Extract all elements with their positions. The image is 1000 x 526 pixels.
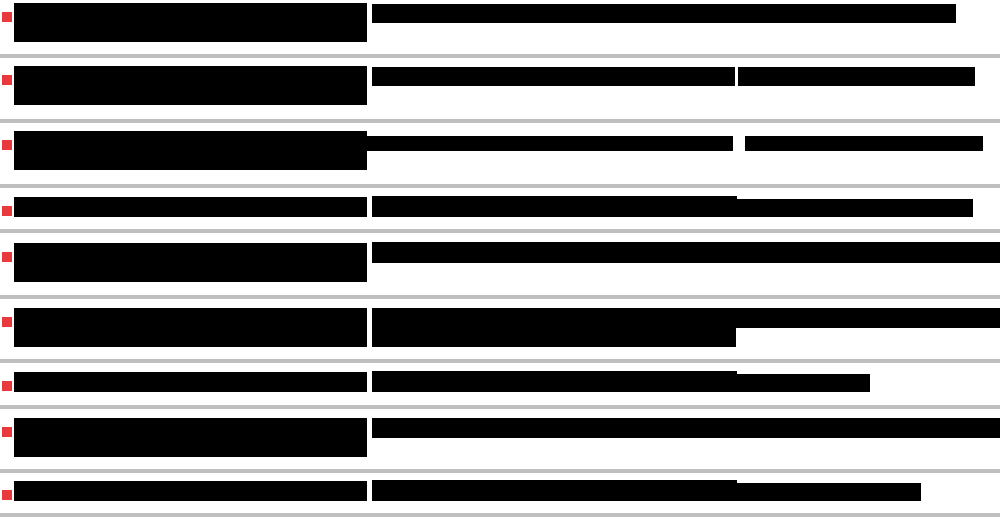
- row-separator: [0, 295, 1000, 299]
- redacted-body-block: [372, 480, 737, 501]
- list-item[interactable]: [0, 66, 1000, 106]
- red-square-bullet-icon: [2, 317, 12, 327]
- redacted-title-block: [14, 418, 367, 438]
- row-separator: [0, 119, 1000, 123]
- redacted-title-block: [14, 481, 367, 501]
- redacted-body-block: [372, 418, 1000, 438]
- row-separator: [0, 405, 1000, 409]
- redacted-body-block: [737, 374, 870, 392]
- list-item[interactable]: [0, 3, 1000, 43]
- row-separator: [0, 229, 1000, 233]
- red-square-bullet-icon: [2, 206, 12, 216]
- list-item[interactable]: [0, 418, 1000, 458]
- redacted-title-block: [14, 328, 367, 347]
- redacted-title-block: [14, 308, 367, 328]
- page-title: Redacted Results List: [0, 0, 1, 1]
- red-square-bullet-icon: [2, 381, 12, 391]
- row-separator: [0, 54, 1000, 58]
- row-separator: [0, 513, 1000, 517]
- red-square-bullet-icon: [2, 252, 12, 262]
- list-item[interactable]: [0, 308, 1000, 348]
- redacted-title-block: [14, 151, 367, 170]
- red-square-bullet-icon: [2, 140, 12, 150]
- redacted-title-block: [14, 197, 367, 217]
- redacted-title-block: [14, 86, 367, 105]
- redacted-body-block: [372, 4, 956, 23]
- redacted-body-block: [372, 196, 737, 217]
- red-square-bullet-icon: [2, 490, 12, 500]
- red-square-bullet-icon: [2, 75, 12, 85]
- redacted-title-block: [14, 3, 367, 23]
- redacted-body-block: [372, 371, 737, 392]
- list-item[interactable]: [0, 481, 1000, 501]
- redacted-title-block: [14, 131, 367, 151]
- redacted-body-block: [738, 67, 975, 86]
- list-item[interactable]: [0, 243, 1000, 283]
- row-separator: [0, 359, 1000, 363]
- redacted-title-block: [14, 372, 367, 392]
- redacted-title-block: [14, 263, 367, 282]
- list-item[interactable]: [0, 131, 1000, 171]
- redacted-body-block: [372, 328, 736, 347]
- redacted-body-block: [372, 308, 1000, 328]
- redacted-body-block: [737, 483, 921, 501]
- redacted-title-block: [14, 438, 367, 457]
- redacted-body-block: [367, 136, 733, 151]
- list-item[interactable]: [0, 372, 1000, 392]
- red-square-bullet-icon: [2, 12, 12, 22]
- row-separator: [0, 469, 1000, 473]
- row-separator: [0, 184, 1000, 188]
- redacted-body-block: [372, 242, 1000, 263]
- redacted-title-block: [14, 66, 367, 86]
- redacted-title-block: [14, 243, 367, 263]
- redacted-body-block: [737, 199, 973, 217]
- redacted-body-block: [745, 136, 983, 151]
- redacted-title-block: [14, 23, 367, 42]
- red-square-bullet-icon: [2, 427, 12, 437]
- redacted-body-block: [372, 67, 735, 86]
- list-item[interactable]: [0, 197, 1000, 217]
